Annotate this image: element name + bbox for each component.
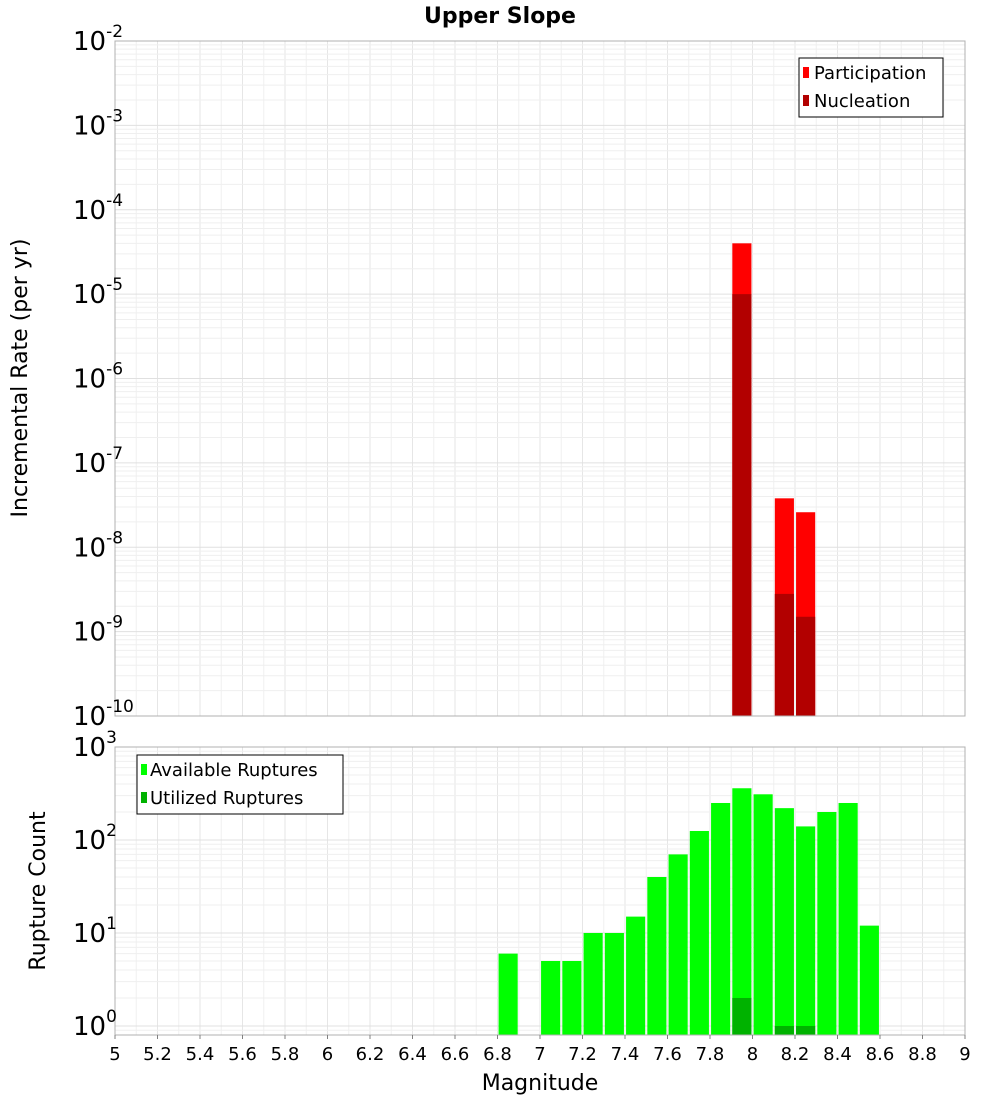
x-tick-label: 8 (747, 1044, 758, 1065)
chart-title: Upper Slope (424, 4, 576, 29)
bottom-bar-available-ruptures (498, 953, 518, 1035)
x-tick-label: 7.2 (568, 1044, 597, 1065)
x-tick-label: 7 (534, 1044, 545, 1065)
x-tick-label: 6 (322, 1044, 333, 1065)
x-tick-label: 5.4 (186, 1044, 215, 1065)
x-tick-label: 5.6 (228, 1044, 257, 1065)
legend-swatch-utilized (141, 792, 147, 803)
top-plot-frame (114, 40, 966, 717)
bottom-bar-available-ruptures (647, 877, 667, 1035)
top-y-axis-label: Incremental Rate (per yr) (8, 239, 33, 518)
bottom-bar-utilized-ruptures (732, 997, 752, 1035)
bottom-bars (498, 788, 879, 1035)
bottom-bar-available-ruptures (541, 960, 561, 1035)
bottom-legend: Available Ruptures Utilized Ruptures (136, 754, 344, 815)
x-tick-label: 6.8 (483, 1044, 512, 1065)
x-tick-label: 6.6 (441, 1044, 470, 1065)
legend-swatch-available (141, 764, 147, 775)
y-tick-label: 10-3 (73, 106, 123, 141)
x-tick-label: 5.2 (143, 1044, 172, 1065)
x-tick-label: 7.8 (696, 1044, 725, 1065)
bottom-bar-available-ruptures (838, 802, 858, 1035)
bottom-bar-available-ruptures (689, 830, 709, 1035)
legend-swatch-nucleation (803, 95, 809, 106)
legend-label-utilized: Utilized Ruptures (150, 788, 303, 809)
y-tick-label: 10-4 (73, 191, 123, 226)
top-bar-nucleation (796, 616, 816, 716)
top-y-ticks: 10-2 10-3 10-4 10-5 10-6 10-7 10-8 10-9 10-10 (73, 22, 134, 732)
y-tick-label: 10-6 (73, 360, 123, 395)
bottom-bar-available-ruptures (562, 960, 582, 1035)
bottom-bar-available-ruptures (583, 932, 603, 1035)
bottom-bar-available-ruptures (859, 925, 879, 1035)
y-tick-label: 102 (73, 821, 117, 856)
top-legend-box (798, 57, 944, 118)
bottom-panel: 103 102 101 100 5 5.2 5.4 5.6 5.8 6 6.2 6.4 6.6 6.8 7… (26, 728, 971, 1096)
x-tick-label: 8.8 (908, 1044, 937, 1065)
bottom-y-ticks: 103 102 101 100 (73, 728, 117, 1042)
top-bar-nucleation (732, 294, 752, 716)
bottom-bar-available-ruptures (774, 808, 794, 1035)
x-tick-label: 7.6 (653, 1044, 682, 1065)
y-tick-label: 103 (73, 728, 117, 763)
bottom-legend-box (136, 754, 344, 815)
legend-label-available: Available Ruptures (150, 760, 318, 781)
x-tick-label: 8.4 (823, 1044, 852, 1065)
x-tick-label: 9 (959, 1044, 970, 1065)
x-tick-label: 8.2 (781, 1044, 810, 1065)
bottom-bar-available-ruptures (711, 802, 731, 1035)
x-tick-label: 7.4 (611, 1044, 640, 1065)
legend-label-nucleation: Nucleation (814, 91, 910, 112)
y-tick-label: 10-5 (73, 275, 123, 310)
y-tick-label: 10-10 (73, 697, 134, 732)
legend-label-participation: Participation (814, 63, 926, 84)
top-legend: Participation Nucleation (798, 57, 944, 118)
x-tick-label: 6.4 (398, 1044, 427, 1065)
top-gridlines (114, 40, 966, 717)
y-tick-label: 10-7 (73, 444, 123, 479)
bottom-y-axis-label: Rupture Count (26, 811, 51, 971)
bottom-bar-available-ruptures (753, 794, 773, 1035)
bottom-bar-available-ruptures (604, 932, 624, 1035)
top-bar-nucleation (774, 593, 794, 716)
bottom-bar-available-ruptures (626, 916, 646, 1035)
y-tick-label: 10-8 (73, 528, 123, 563)
bottom-bar-available-ruptures (817, 812, 837, 1035)
top-panel: 10-2 10-3 10-4 10-5 10-6 10-7 10-8 10-9 10-10 In… (8, 22, 966, 732)
y-tick-label: 101 (73, 914, 117, 949)
x-tick-label: 5 (109, 1044, 120, 1065)
y-tick-label: 10-9 (73, 613, 123, 648)
top-bars (732, 243, 816, 717)
bottom-bar-available-ruptures (796, 826, 816, 1035)
x-tick-label: 6.2 (356, 1044, 385, 1065)
legend-swatch-participation (803, 67, 809, 78)
x-tick-label: 5.8 (271, 1044, 300, 1065)
bottom-x-ticks: 5 5.2 5.4 5.6 5.8 6 6.2 6.4 6.6 6.8 7 7.2 7.4 7.6 7.8 8… (109, 1035, 971, 1065)
bottom-bar-utilized-ruptures (774, 1025, 794, 1035)
y-tick-label: 10-2 (73, 22, 123, 57)
x-axis-label: Magnitude (482, 1071, 599, 1096)
y-tick-label: 100 (73, 1007, 117, 1042)
bottom-bar-available-ruptures (668, 854, 688, 1035)
x-tick-label: 8.6 (866, 1044, 895, 1065)
bottom-bar-utilized-ruptures (796, 1025, 816, 1035)
bottom-bar-available-ruptures (732, 788, 752, 1035)
